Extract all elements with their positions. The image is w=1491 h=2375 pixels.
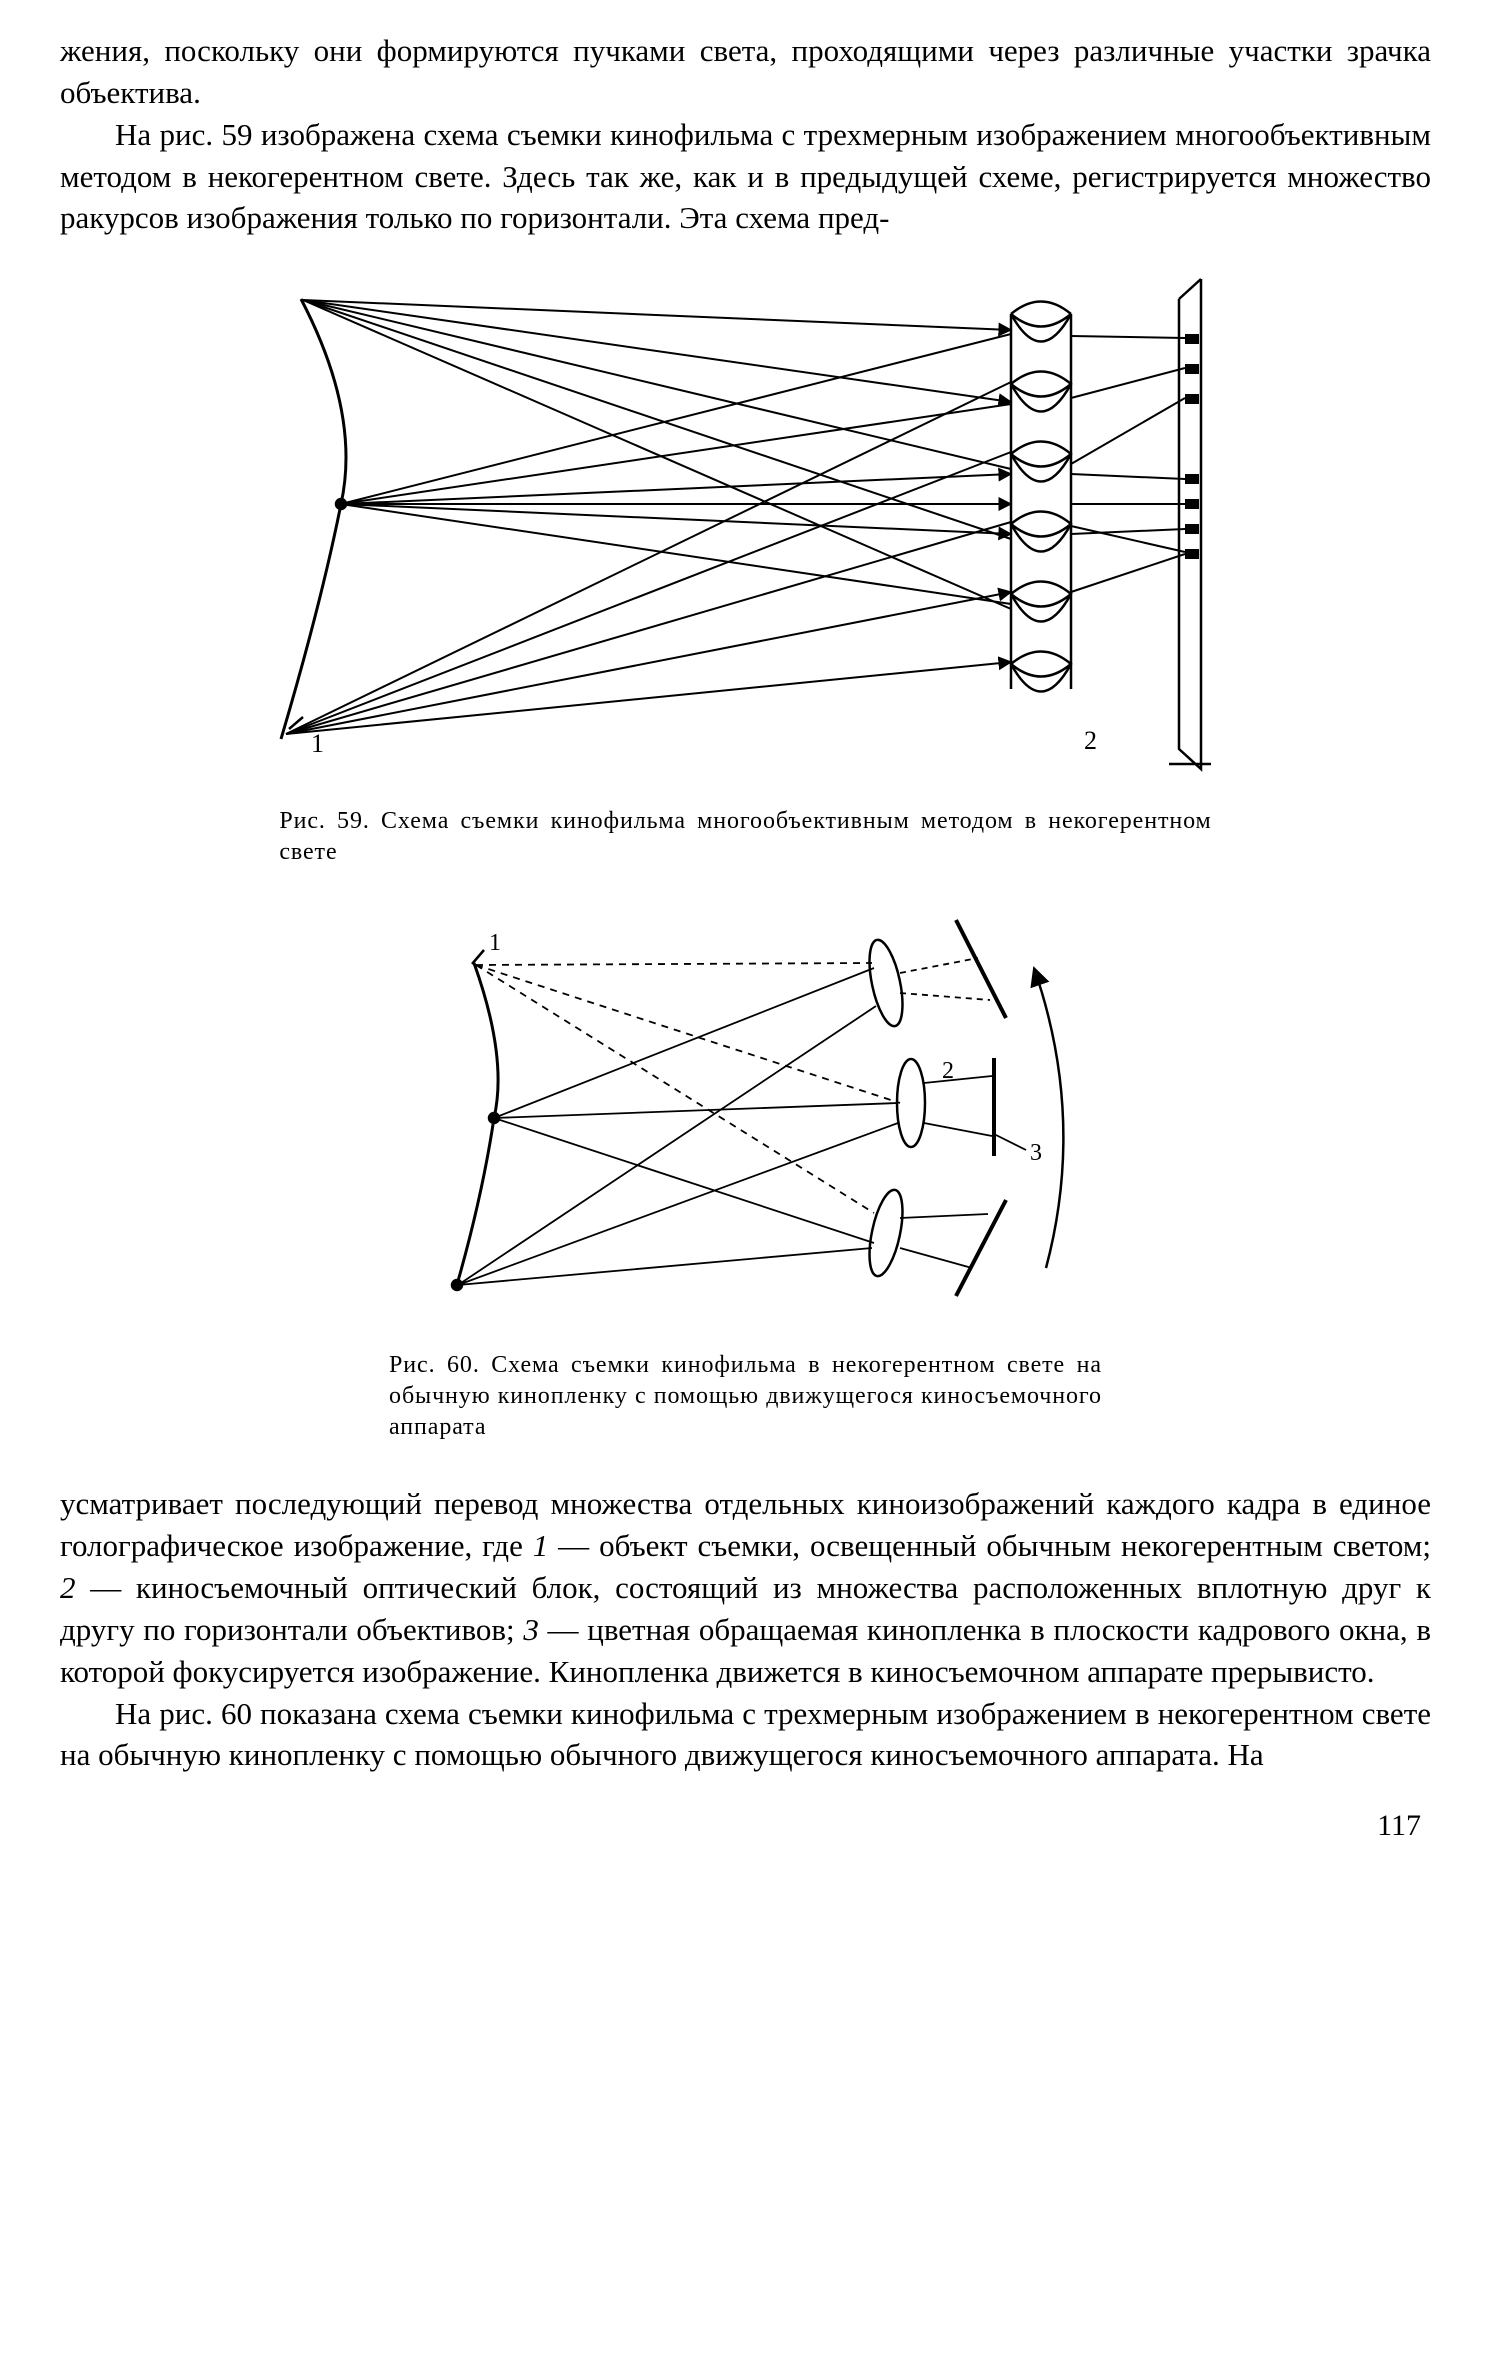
fig60-label-2: 2 bbox=[942, 1058, 954, 1084]
figure-60: 1 2 3 bbox=[60, 908, 1431, 1325]
figure-59: 1 2 3 bbox=[60, 274, 1431, 781]
paragraph-fig60-intro: На рис. 60 показана схема съемки кинофил… bbox=[60, 1693, 1431, 1777]
paragraph-fig59-legend: усматривает последующий перевод множеств… bbox=[60, 1483, 1431, 1692]
para3-label-1: 1 bbox=[533, 1528, 549, 1563]
fig60-label-3: 3 bbox=[1030, 1140, 1042, 1166]
figure-59-caption: Рис. 59. Схема съемки кинофильма многооб… bbox=[279, 806, 1211, 868]
figure-59-svg: 1 2 3 bbox=[241, 274, 1251, 774]
figure-60-caption-block: Рис. 60. Схема съемки кинофильма в неког… bbox=[389, 1350, 1102, 1444]
para3-label-3: 3 bbox=[523, 1612, 539, 1647]
paragraph-fig59-intro: На рис. 59 изображена схема съемки киноф… bbox=[60, 114, 1431, 240]
figure-60-caption: Рис. 60. Схема съемки кинофильма в неког… bbox=[389, 1350, 1102, 1444]
fig60-label-1: 1 bbox=[489, 930, 501, 956]
paragraph-continuation: жения, поскольку они формируются пучками… bbox=[60, 30, 1431, 114]
fig59-label-2: 2 bbox=[1084, 726, 1097, 755]
para3-label-2: 2 bbox=[60, 1570, 76, 1605]
para3-part-b: — объект съемки, освещенный обычным неко… bbox=[548, 1528, 1431, 1563]
fig59-label-1: 1 bbox=[311, 729, 324, 758]
figure-60-svg: 1 2 3 bbox=[386, 908, 1106, 1318]
figure-59-caption-block: Рис. 59. Схема съемки кинофильма многооб… bbox=[279, 806, 1211, 868]
page-number: 117 bbox=[60, 1806, 1431, 1847]
